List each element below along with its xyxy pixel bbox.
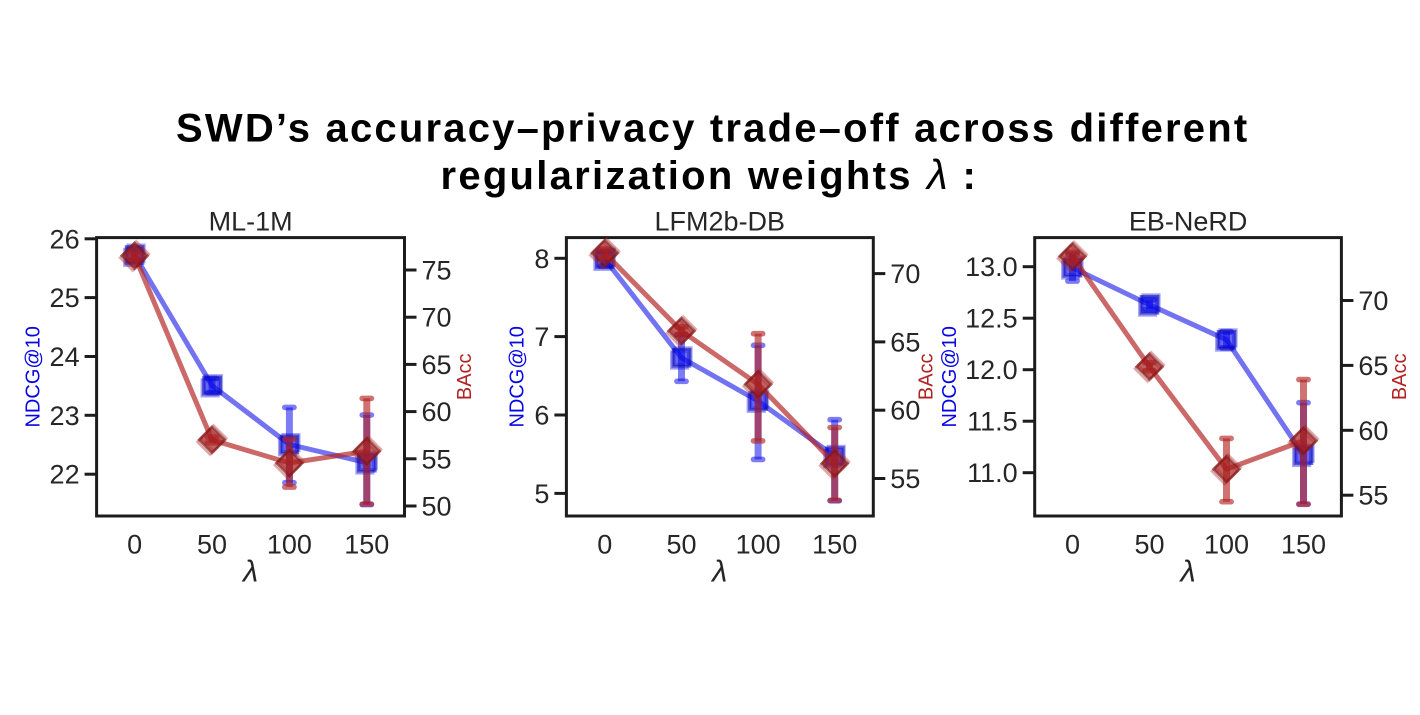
svg-text:regularization weights: regularization weights — [441, 154, 913, 198]
svg-text:24: 24 — [50, 342, 80, 372]
svg-text:λ: λ — [241, 554, 258, 589]
svg-text:EB-NeRD: EB-NeRD — [1129, 207, 1248, 237]
svg-text:55: 55 — [1358, 481, 1388, 511]
svg-text:60: 60 — [1358, 416, 1388, 446]
svg-text:60: 60 — [422, 397, 452, 427]
svg-text:150: 150 — [1281, 530, 1326, 560]
svg-text:11.5: 11.5 — [967, 407, 1018, 437]
svg-text:13.0: 13.0 — [965, 252, 1018, 282]
svg-text:NDCG@10: NDCG@10 — [506, 326, 528, 427]
svg-text:SWD’s accuracy–privacy trade–o: SWD’s accuracy–privacy trade–off across … — [176, 107, 1249, 151]
svg-text:BAcc: BAcc — [916, 353, 938, 400]
svg-text:7: 7 — [534, 322, 549, 352]
svg-text:60: 60 — [890, 396, 920, 426]
svg-text:12.5: 12.5 — [965, 304, 1018, 334]
svg-text:NDCG@10: NDCG@10 — [23, 326, 45, 427]
svg-text:50: 50 — [422, 492, 452, 522]
svg-text:50: 50 — [1134, 530, 1164, 560]
svg-text:100: 100 — [1204, 530, 1249, 560]
svg-text:23: 23 — [50, 401, 80, 431]
svg-text:0: 0 — [597, 530, 612, 560]
svg-text:70: 70 — [422, 303, 452, 333]
svg-text:150: 150 — [344, 530, 389, 560]
svg-text:0: 0 — [1065, 530, 1080, 560]
svg-text:55: 55 — [890, 464, 920, 494]
svg-text:55: 55 — [422, 444, 452, 474]
svg-text:50: 50 — [197, 530, 227, 560]
svg-text:65: 65 — [890, 327, 920, 357]
svg-text:100: 100 — [736, 530, 781, 560]
svg-text:100: 100 — [267, 530, 312, 560]
svg-text:65: 65 — [422, 350, 452, 380]
svg-text:λ: λ — [710, 554, 727, 589]
svg-text:BAcc: BAcc — [454, 353, 476, 400]
svg-text:11.0: 11.0 — [967, 458, 1018, 488]
svg-text:0: 0 — [127, 530, 142, 560]
svg-text:25: 25 — [50, 283, 80, 313]
svg-text:NDCG@10: NDCG@10 — [939, 326, 961, 427]
svg-text:6: 6 — [534, 401, 549, 431]
svg-text:12.0: 12.0 — [965, 355, 1018, 385]
svg-text:5: 5 — [534, 479, 549, 509]
svg-text:BAcc: BAcc — [1389, 353, 1411, 400]
svg-text:50: 50 — [666, 530, 696, 560]
svg-text:λ: λ — [925, 151, 948, 198]
svg-text:65: 65 — [1358, 351, 1388, 381]
svg-text:λ: λ — [1178, 554, 1195, 589]
svg-text:70: 70 — [1358, 286, 1388, 316]
svg-text:70: 70 — [890, 259, 920, 289]
svg-text:75: 75 — [422, 256, 452, 286]
svg-text:LFM2b-DB: LFM2b-DB — [655, 207, 786, 237]
svg-text:150: 150 — [812, 530, 857, 560]
svg-text:22: 22 — [50, 460, 80, 490]
svg-text:ML-1M: ML-1M — [209, 207, 293, 237]
svg-text::: : — [963, 154, 976, 198]
svg-text:8: 8 — [534, 244, 549, 274]
svg-text:26: 26 — [50, 224, 80, 254]
